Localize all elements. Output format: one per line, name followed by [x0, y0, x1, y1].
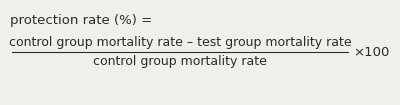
Text: protection rate (%) =: protection rate (%) =: [10, 14, 152, 27]
Text: control group mortality rate – test group mortality rate: control group mortality rate – test grou…: [9, 36, 351, 49]
Text: ×100: ×100: [353, 45, 389, 58]
Text: control group mortality rate: control group mortality rate: [93, 55, 267, 68]
